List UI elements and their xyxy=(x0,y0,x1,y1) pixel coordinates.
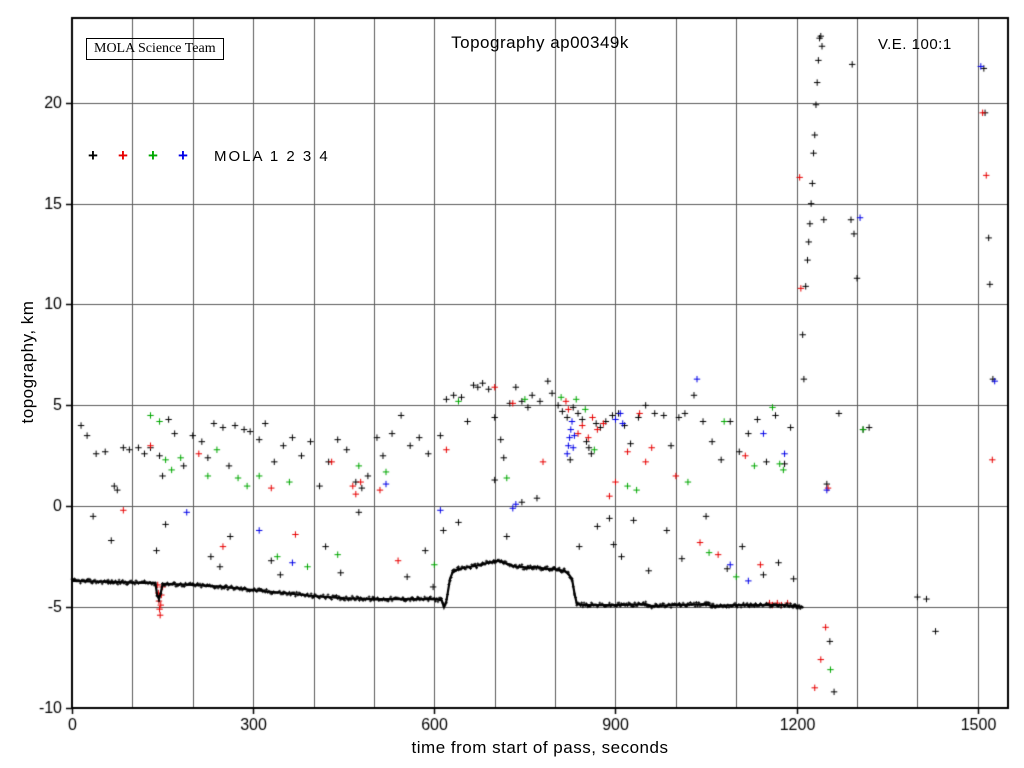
legend-marker-mola-2: + xyxy=(118,146,128,165)
legend-marker-mola-1: + xyxy=(88,146,98,165)
science-team-badge: MOLA Science Team xyxy=(86,38,224,60)
legend-marker-mola-3: + xyxy=(148,146,158,165)
legend-marker-mola-4: + xyxy=(178,146,188,165)
legend: + + + + MOLA 1 2 3 4 xyxy=(88,146,330,166)
vertical-exaggeration-label: V.E. 100:1 xyxy=(878,36,952,53)
chart-title: Topography ap00349k xyxy=(451,33,629,52)
x-axis-label: time from start of pass, seconds xyxy=(411,738,669,757)
legend-label: MOLA 1 2 3 4 xyxy=(214,147,330,165)
y-axis-label: topography, km xyxy=(18,300,37,424)
